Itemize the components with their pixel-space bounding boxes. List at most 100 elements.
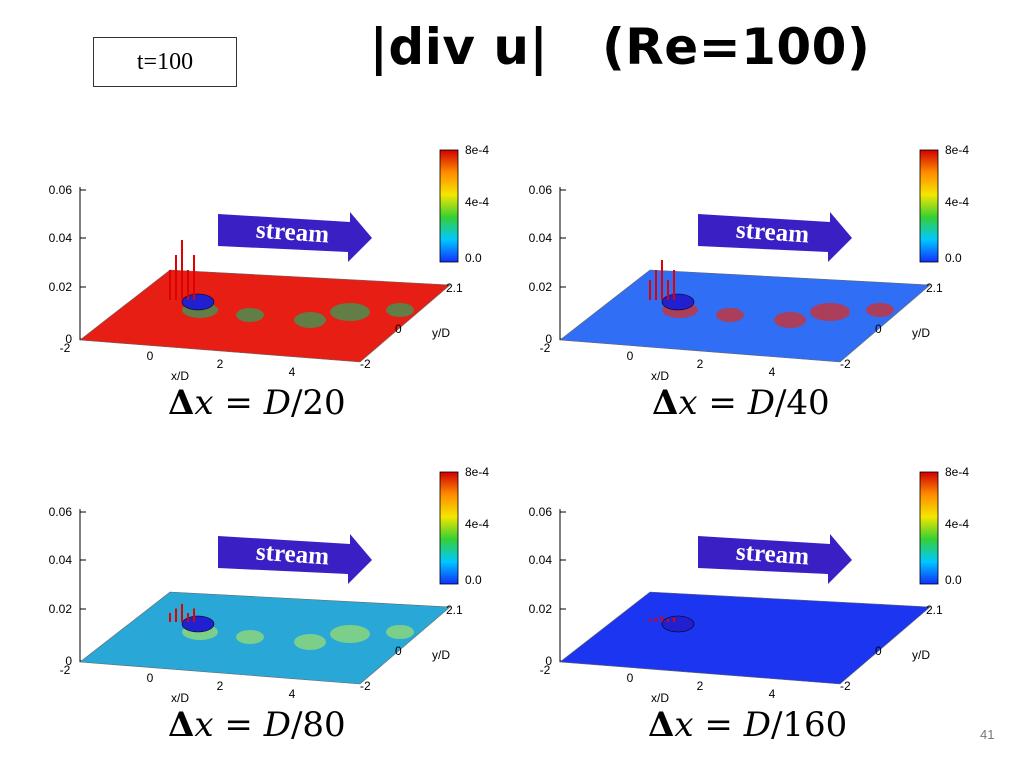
x-tick-label: 2 [697, 679, 704, 693]
surface-plane [79, 591, 451, 685]
stream-label: stream [735, 217, 810, 249]
y-axis-label: y/D [432, 326, 450, 340]
time-label: t=100 [136, 48, 194, 75]
stream-label: stream [735, 539, 810, 571]
x-tick-label: -2 [60, 663, 71, 677]
x-tick-label: 0 [627, 349, 634, 363]
y-tick-label: 0 [395, 644, 402, 658]
stream-arrow: stream [218, 534, 372, 584]
x-tick-label: 4 [769, 365, 776, 379]
caption-delta: Δ [168, 383, 195, 423]
surface-plot-2: 0.060.040.020-2024x/D2.10-2y/D8e-44e-40.… [529, 143, 970, 383]
colorbar-tick-label: 8e-4 [465, 143, 489, 157]
caption-den: /80 [290, 705, 346, 745]
y-axis-label: y/D [912, 326, 930, 340]
x-tick-label: 4 [289, 687, 296, 701]
colorbar-tick-label: 0.0 [945, 251, 962, 265]
caption-var: x [194, 383, 214, 423]
surface-blob [716, 308, 744, 322]
caption-var: x [674, 705, 694, 745]
y-tick-label: 0 [395, 322, 402, 336]
x-axis-label: x/D [651, 369, 669, 383]
x-tick-label: 0 [147, 349, 154, 363]
colorbar [439, 471, 459, 585]
x-tick-label: 4 [289, 365, 296, 379]
caption-den: /160 [770, 705, 848, 745]
x-tick-label: 4 [769, 687, 776, 701]
caption-dx-40: Δx = D/40 [652, 383, 830, 423]
colorbar [919, 471, 939, 585]
surface-plane [559, 269, 931, 363]
caption-delta: Δ [652, 383, 679, 423]
z-tick-label: 0.06 [529, 505, 553, 519]
surface-blob [386, 303, 414, 317]
x-tick-label: -2 [60, 341, 71, 355]
surface-blob [330, 303, 370, 321]
surface-blob [866, 303, 894, 317]
colorbar-tick-label: 4e-4 [945, 517, 969, 531]
z-tick-label: 0.02 [529, 602, 553, 616]
plot-panel-2: 0.06 0.04 0.02 0 -2 0 2 4 x/D 2.1 0 -2 y/D 8e-4 4e-4 0.… [500, 140, 980, 440]
plot-panel-3: 0.06 0.04 0.02 0 -2 0 2 4 x/D 2.1 0 -2 y/D 8e-4 4e-4 0.… [20, 462, 500, 762]
stream-arrow-shape [218, 212, 372, 262]
stream-arrow-shape [698, 212, 852, 262]
z-tick-label: 0.02 [49, 602, 73, 616]
caption-delta: Δ [648, 705, 675, 745]
y-tick-label: 2.1 [446, 281, 463, 295]
x-axis-label: x/D [171, 691, 189, 705]
caption-dx-160: Δx = D/160 [648, 705, 847, 745]
caption-D: D [263, 383, 291, 423]
caption-eq: = [213, 705, 264, 745]
cylinder-marker [181, 615, 215, 633]
colorbar-tick-label: 4e-4 [945, 195, 969, 209]
y-tick-label: 2.1 [926, 281, 943, 295]
z-tick-label: 0.06 [49, 183, 73, 197]
y-axis-label: y/D [912, 648, 930, 662]
colorbar-tick-label: 0.0 [465, 573, 482, 587]
caption-eq: = [697, 383, 748, 423]
caption-var: x [678, 383, 698, 423]
caption-den: /40 [774, 383, 830, 423]
stream-arrow: stream [218, 212, 372, 262]
colorbar-tick-label: 8e-4 [465, 465, 489, 479]
surface-plot-3: 0.060.040.020-2024x/D2.10-2y/D8e-44e-40.… [49, 465, 490, 705]
page-number: 41 [980, 727, 995, 742]
caption-var: x [194, 705, 214, 745]
z-tick-label: 0.06 [49, 505, 73, 519]
x-tick-label: 2 [217, 679, 224, 693]
z-tick-label: 0.06 [529, 183, 553, 197]
colorbar-tick-label: 8e-4 [945, 143, 969, 157]
caption-eq: = [213, 383, 264, 423]
z-tick-label: 0.04 [49, 231, 73, 245]
stream-arrow: stream [698, 534, 852, 584]
x-axis-label: x/D [651, 691, 669, 705]
caption-D: D [263, 705, 291, 745]
surface-blob [386, 625, 414, 639]
y-tick-label: -2 [360, 679, 371, 693]
surface-plot-4: 0.060.040.020-2024x/D2.10-2y/D8e-44e-40.… [529, 465, 970, 705]
cylinder-marker [661, 293, 695, 311]
x-tick-label: -2 [540, 341, 551, 355]
colorbar-tick-label: 0.0 [945, 573, 962, 587]
stream-label: stream [255, 539, 330, 571]
plot-panel-4: 0.06 0.04 0.02 0 -2 0 2 4 x/D 2.1 0 -2 y/D 8e-4 4e-4 0.… [500, 462, 980, 762]
y-tick-label: -2 [840, 357, 851, 371]
colorbar-tick-label: 4e-4 [465, 195, 489, 209]
surface-blob [236, 308, 264, 322]
surface-blob [774, 312, 806, 328]
surface-blob [330, 625, 370, 643]
caption-D: D [747, 383, 775, 423]
slide-title: |div u| (Re=100) [369, 18, 871, 76]
y-tick-label: 2.1 [926, 603, 943, 617]
caption-D: D [743, 705, 771, 745]
z-tick-label: 0.02 [529, 280, 553, 294]
stream-arrow-shape [698, 534, 852, 584]
x-axis-label: x/D [171, 369, 189, 383]
surface-plot-1: 0.060.040.020-2024x/D2.10-2y/D8e-44e-40.… [49, 143, 490, 383]
caption-delta: Δ [168, 705, 195, 745]
x-tick-label: 0 [147, 671, 154, 685]
y-tick-label: 0 [875, 322, 882, 336]
colorbar-tick-label: 8e-4 [945, 465, 969, 479]
y-tick-label: 0 [875, 644, 882, 658]
colorbar [919, 149, 939, 263]
